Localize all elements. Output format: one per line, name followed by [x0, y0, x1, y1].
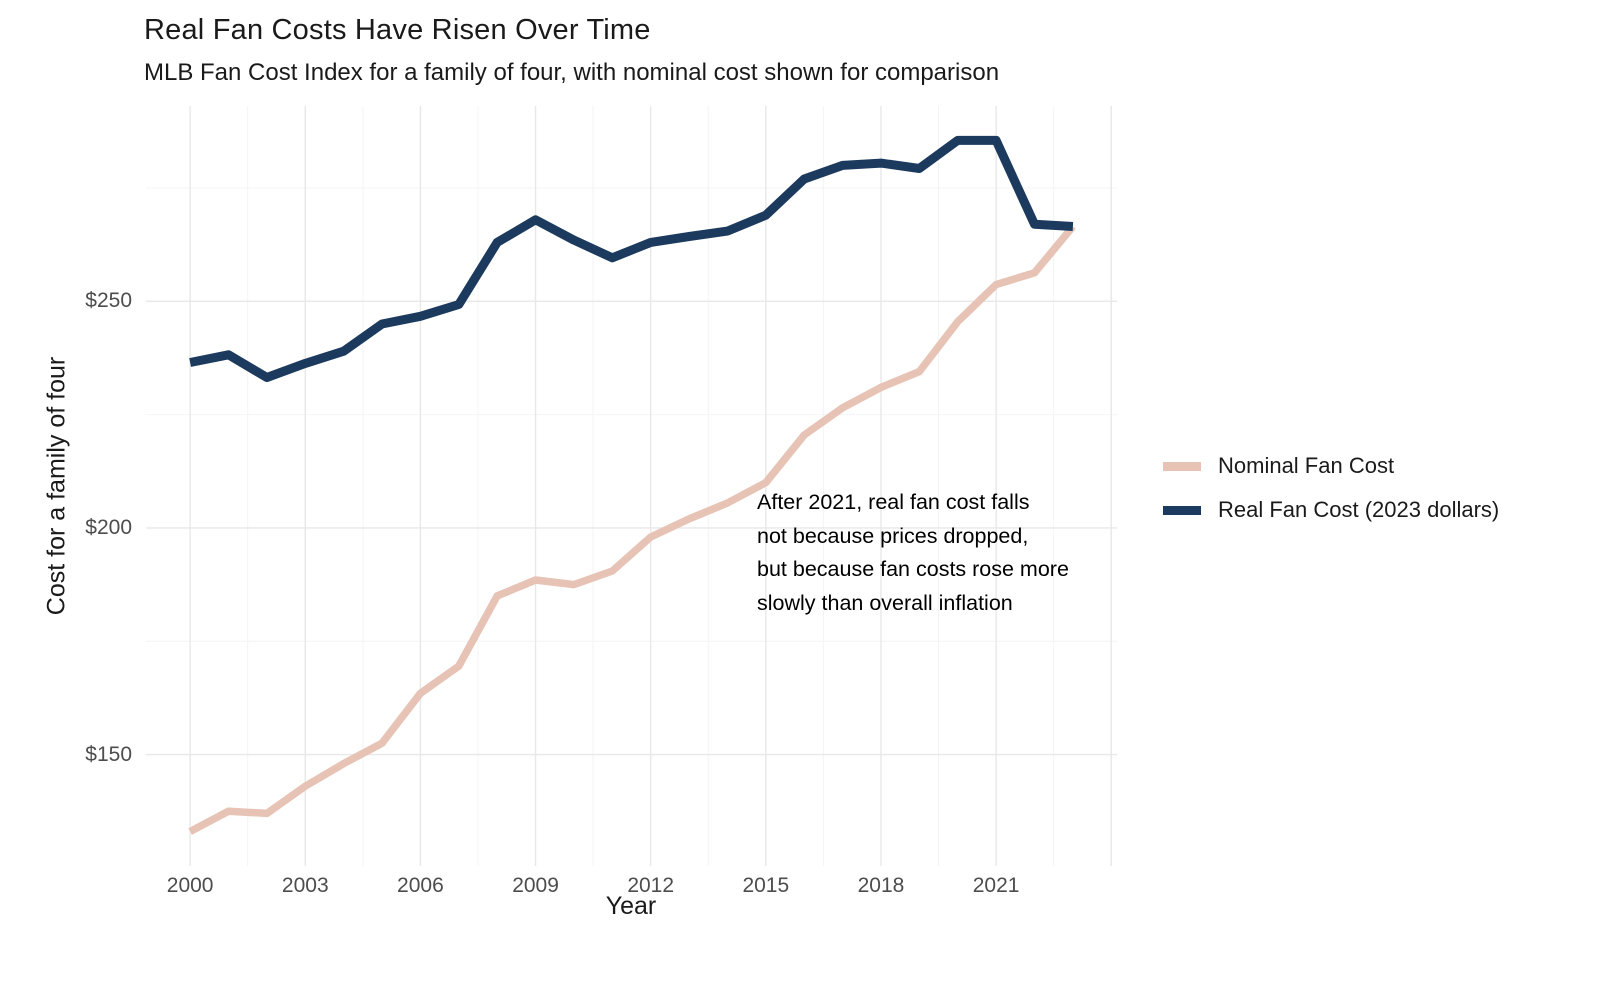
legend-item-real: Real Fan Cost (2023 dollars) [1163, 488, 1499, 532]
x-tick-label: 2003 [281, 874, 329, 897]
x-tick-label: 2015 [742, 874, 790, 897]
chart-subtitle: MLB Fan Cost Index for a family of four,… [144, 59, 1000, 86]
legend-label-real: Real Fan Cost (2023 dollars) [1218, 497, 1500, 522]
annotation-text: After 2021, real fan cost falls not becau… [757, 486, 1069, 620]
chart-title: Real Fan Costs Have Risen Over Time [144, 14, 651, 46]
annotation-line: slowly than overall inflation [757, 590, 1013, 615]
y-tick-label: $150 [85, 742, 132, 766]
x-tick-label: 2021 [972, 874, 1020, 897]
legend-swatch-real-line [1163, 505, 1201, 515]
nominal-fan-cost-line [188, 224, 1076, 835]
annotation-line: but because fan costs rose more [757, 557, 1069, 581]
x-tick-label: 2000 [166, 874, 214, 897]
x-tick-label: 2006 [397, 874, 444, 897]
y-tick-label: $250 [85, 289, 132, 313]
x-tick-label: 2012 [627, 874, 675, 897]
annotation-line: After 2021, real fan cost falls [757, 490, 1030, 514]
legend: Nominal Fan Cost Real Fan Cost (2023 dol… [1163, 444, 1499, 532]
y-axis-title: Cost for a family of four [42, 356, 71, 616]
legend-item-nominal: Nominal Fan Cost [1163, 444, 1499, 488]
real-fan-cost-line [189, 135, 1074, 382]
y-tick-label: $200 [85, 515, 132, 539]
x-tick-label: 2009 [512, 874, 559, 897]
legend-swatch-nominal-line [1163, 461, 1201, 471]
x-axis-title: Year [605, 892, 657, 920]
legend-label-nominal: Nominal Fan Cost [1218, 453, 1395, 478]
annotation-line: not because prices dropped, [757, 523, 1029, 548]
x-tick-label: 2018 [857, 874, 905, 897]
